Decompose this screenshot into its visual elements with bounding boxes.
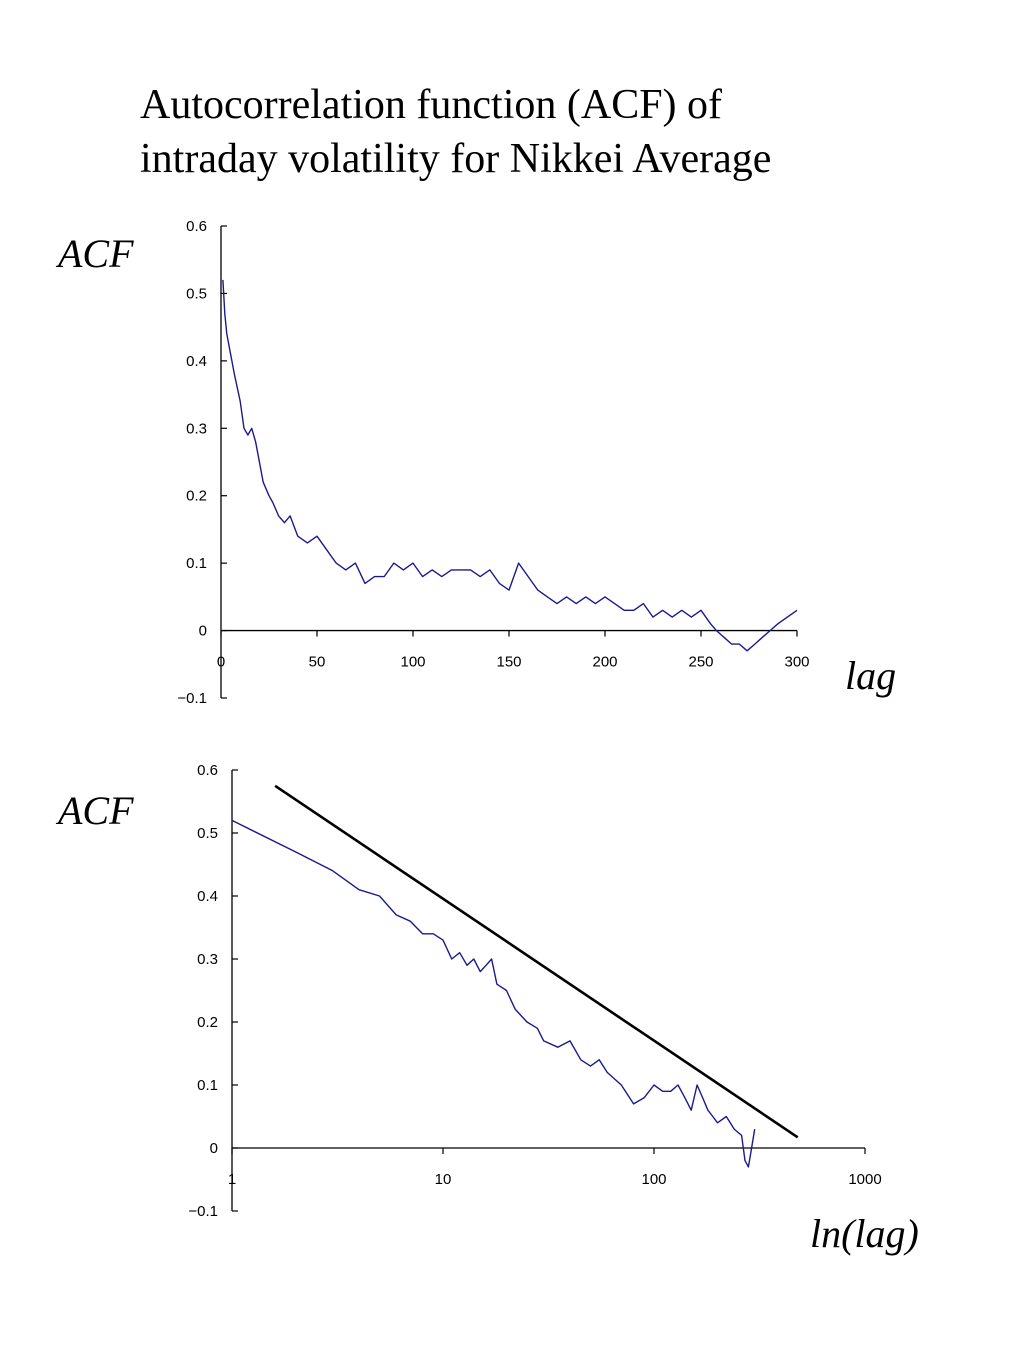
chart2-y-tick-label: 0.1 bbox=[197, 1077, 218, 1094]
chart2-y-tick-label: 0.2 bbox=[197, 1014, 218, 1031]
chart1-y-tick-label: 0.1 bbox=[186, 555, 207, 572]
chart1-x-tick-label: 200 bbox=[592, 654, 617, 671]
title-line-1: Autocorrelation function (ACF) of bbox=[140, 82, 723, 128]
chart1-x-axis-label: lag bbox=[845, 653, 897, 698]
chart1-y-tick-label: 0.5 bbox=[186, 285, 207, 302]
chart1-y-tick-label: 0.4 bbox=[186, 353, 207, 370]
chart1-x-tick-label: 300 bbox=[784, 654, 809, 671]
chart2-x-tick-label: 1000 bbox=[848, 1171, 881, 1188]
chart2-x-axis-label: ln(lag) bbox=[810, 1211, 919, 1256]
chart2-y-axis-label: ACF bbox=[58, 788, 134, 833]
chart1-x-tick-label: 50 bbox=[309, 654, 326, 671]
chart1-x-tick-label: 150 bbox=[496, 654, 521, 671]
chart1-acf-series-line bbox=[222, 279, 798, 652]
chart1-y-tick-label: 0 bbox=[199, 623, 207, 640]
chart2-y-tick-label: 0 bbox=[210, 1140, 218, 1157]
chart1-y-tick-label: −0.1 bbox=[177, 690, 207, 707]
page-title: Autocorrelation function (ACF) of intrad… bbox=[140, 78, 1000, 186]
title-line-2: intraday volatility for Nikkei Average bbox=[140, 136, 772, 182]
chart2-y-tick-label: 0.4 bbox=[197, 888, 218, 905]
chart1-y-tick-label: 0.3 bbox=[186, 420, 207, 437]
chart1-x-tick-label: 250 bbox=[688, 654, 713, 671]
chart2-x-tick-label: 10 bbox=[435, 1171, 452, 1188]
chart1-y-tick-label: 0.2 bbox=[186, 488, 207, 505]
chart2-acf-series-line bbox=[231, 819, 756, 1168]
chart2-fit-line bbox=[274, 784, 799, 1139]
chart1-y-tick-label: 0.6 bbox=[186, 218, 207, 235]
chart2-x-tick-label: 100 bbox=[641, 1171, 666, 1188]
chart2-y-tick-label: 0.5 bbox=[197, 825, 218, 842]
chart1-y-axis-label: ACF bbox=[58, 231, 134, 276]
chart1-x-tick-label: 0 bbox=[217, 654, 225, 671]
chart2-y-tick-label: 0.3 bbox=[197, 951, 218, 968]
chart2-y-tick-label: −0.1 bbox=[188, 1203, 218, 1220]
chart1-x-tick-label: 100 bbox=[400, 654, 425, 671]
chart2-x-tick-label: 1 bbox=[228, 1171, 236, 1188]
chart2-y-tick-label: 0.6 bbox=[197, 762, 218, 779]
